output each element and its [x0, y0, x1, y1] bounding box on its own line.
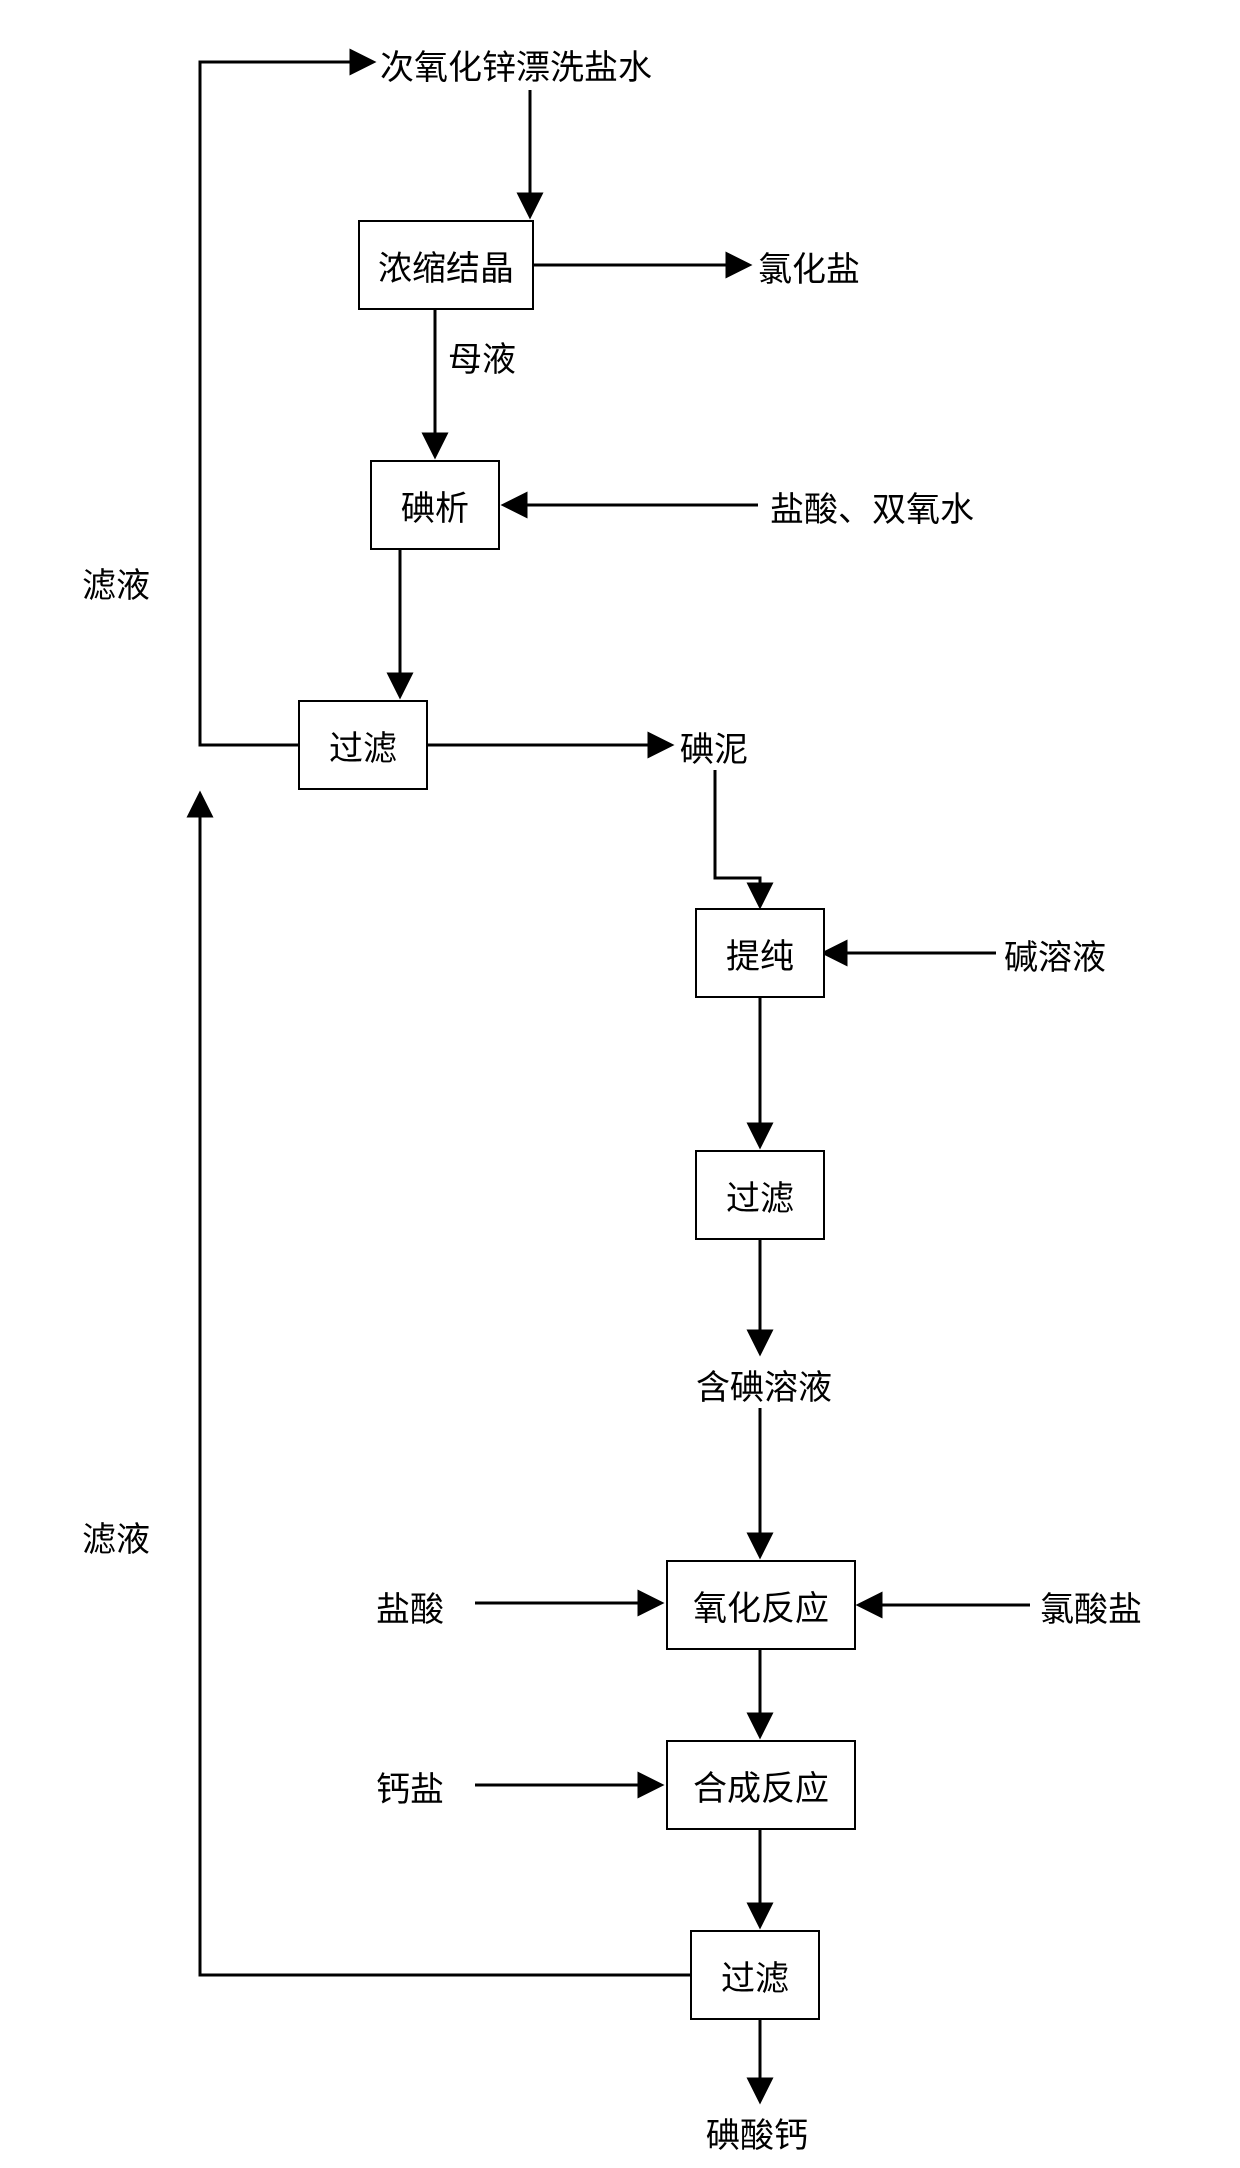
process-box-concentrate: 浓缩结晶 — [358, 220, 534, 310]
text-label-hcl_h2o2: 盐酸、双氧水 — [770, 482, 1000, 526]
text-label-input_brine: 次氧化锌漂洗盐水 — [380, 40, 680, 84]
text-label-iodine_sol: 含碘溶液 — [696, 1360, 846, 1404]
text-label-hcl2: 盐酸 — [376, 1582, 456, 1626]
text-label-iodine_mud: 碘泥 — [680, 722, 760, 766]
process-box-filter3: 过滤 — [690, 1930, 820, 2020]
text-label-mother_liquor: 母液 — [448, 332, 528, 372]
edge-filter1-to-input_brine — [200, 62, 372, 745]
edge-iodine_mud-to-purify — [715, 770, 760, 905]
process-box-filter1: 过滤 — [298, 700, 428, 790]
text-label-ca_iodate: 碘酸钙 — [706, 2108, 816, 2152]
process-box-purify: 提纯 — [695, 908, 825, 998]
process-box-filter2: 过滤 — [695, 1150, 825, 1240]
connectors-layer — [0, 0, 1240, 2168]
text-label-alkali: 碱溶液 — [1004, 930, 1114, 974]
text-label-chloride_salt: 氯化盐 — [758, 242, 868, 286]
text-label-ca_salt: 钙盐 — [376, 1762, 456, 1806]
process-box-iodine_precip: 碘析 — [370, 460, 500, 550]
text-label-filtrate_top: 滤液 — [82, 558, 162, 602]
text-label-filtrate_bot: 滤液 — [82, 1512, 162, 1556]
process-box-oxidation: 氧化反应 — [666, 1560, 856, 1650]
text-label-chlorate: 氯酸盐 — [1040, 1582, 1150, 1626]
flowchart-canvas: 次氧化锌漂洗盐水浓缩结晶氯化盐母液碘析盐酸、双氧水过滤碘泥提纯碱溶液过滤含碘溶液… — [0, 0, 1240, 2168]
process-box-synthesis: 合成反应 — [666, 1740, 856, 1830]
